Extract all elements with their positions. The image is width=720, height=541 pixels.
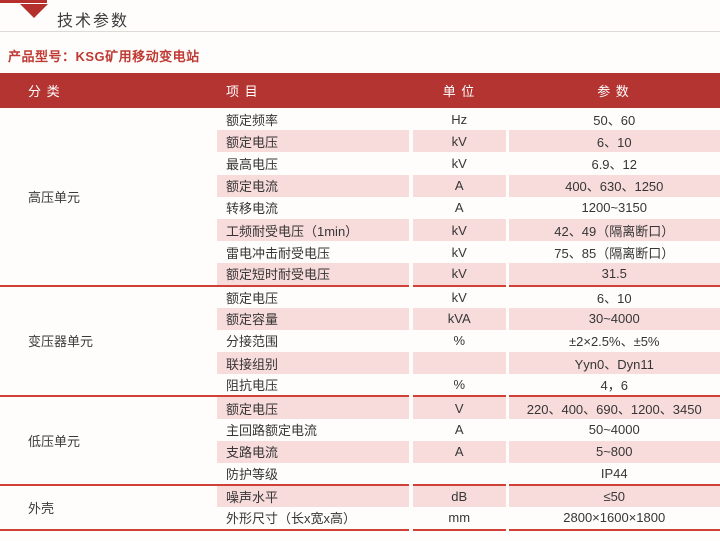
unit-cell: dB xyxy=(409,485,507,508)
table-row: 额定电压 kV 6、10 xyxy=(0,130,720,153)
unit-cell: % xyxy=(409,329,507,353)
category-cell: 高压单元 xyxy=(28,189,81,205)
unit-cell: kV xyxy=(409,130,507,153)
value-cell: 4，6 xyxy=(505,374,720,397)
category-cell: 外壳 xyxy=(28,500,55,516)
table-row: 分接范围 % ±2×2.5%、±5% xyxy=(0,329,720,353)
table-row: 支路电流 A 5~800 xyxy=(0,440,720,463)
unit-cell: % xyxy=(409,374,507,397)
value-cell: ±2×2.5%、±5% xyxy=(505,329,720,353)
unit-cell: Hz xyxy=(409,108,507,131)
header-item: 项 目 xyxy=(217,73,411,108)
item-cell: 最高电压 xyxy=(226,156,279,172)
table-row: 转移电流 A 1200~3150 xyxy=(0,196,720,219)
table-row: 防护等级 IP44 xyxy=(0,463,720,486)
value-cell: 42、49（隔离断口） xyxy=(505,218,720,242)
value-cell: IP44 xyxy=(505,463,720,486)
table-header-row: 分 类 项 目 单 位 参 数 xyxy=(0,73,720,108)
table-row: 变压器单元 额定电压 kV 6、10 xyxy=(0,285,720,349)
value-cell: 6.9、12 xyxy=(505,152,720,175)
unit-cell: mm xyxy=(409,507,507,530)
table-row: 外形尺寸（长x宽x高） mm 2800×1600×1800 xyxy=(0,507,720,530)
value-cell: 1200~3150 xyxy=(505,196,720,219)
value-cell: 2800×1600×1800 xyxy=(505,507,720,530)
top-accent-line xyxy=(0,0,47,3)
table-row: 额定容量 kVA 30~4000 xyxy=(0,307,720,330)
item-cell: 额定电压 xyxy=(226,290,279,306)
value-cell: 75、85（隔离断口） xyxy=(505,241,720,264)
product-model-label: 产品型号：KSG矿用移动变电站 xyxy=(8,49,200,64)
value-cell: 400、630、1250 xyxy=(505,174,720,197)
value-cell: 220、400、690、1200、3450 xyxy=(505,396,720,419)
table-row: 雷电冲击耐受电压 kV 75、85（隔离断口） xyxy=(0,241,720,264)
item-cell: 联接组别 xyxy=(217,352,411,375)
value-cell: 31.5 xyxy=(505,263,720,286)
unit-cell xyxy=(409,463,507,486)
item-cell: 雷电冲击耐受电压 xyxy=(226,245,331,261)
value-cell: 30~4000 xyxy=(505,307,720,330)
unit-cell: A xyxy=(409,174,507,197)
unit-cell: kV xyxy=(409,241,507,264)
value-cell: 5~800 xyxy=(505,440,720,463)
unit-cell: kV xyxy=(409,263,507,286)
item-cell: 防护等级 xyxy=(226,467,279,483)
unit-cell xyxy=(409,352,507,375)
title-divider xyxy=(0,31,720,32)
item-cell: 工频耐受电压（1min） xyxy=(217,218,411,242)
item-cell: 分接范围 xyxy=(226,334,279,350)
value-cell: 6、10 xyxy=(505,285,720,308)
item-cell: 阻抗电压 xyxy=(226,378,279,394)
header-category: 分 类 xyxy=(0,73,217,108)
item-cell: 支路电流 xyxy=(217,440,411,463)
item-cell: 额定短时耐受电压 xyxy=(217,263,411,286)
page-title: 技术参数 xyxy=(57,13,130,30)
table-row: 额定短时耐受电压 kV 31.5 xyxy=(0,263,720,286)
table-row: 额定电流 A 400、630、1250 xyxy=(0,174,720,197)
table-row: 阻抗电压 % 4，6 xyxy=(0,374,720,397)
item-cell: 转移电流 xyxy=(226,201,279,217)
item-cell: 额定电压 xyxy=(217,396,411,419)
item-cell: 噪声水平 xyxy=(217,485,411,508)
item-cell: 外形尺寸（长x宽x高） xyxy=(226,511,357,527)
section-transformer-unit: 变压器单元 额定电压 kV 6、10 额定容量 kVA 30~4000 分接范围… xyxy=(0,285,720,397)
table-row: 工频耐受电压（1min） kV 42、49（隔离断口） xyxy=(0,218,720,242)
spec-table: 分 类 项 目 单 位 参 数 高压单元 额定频率 Hz 50、60 额定电压 … xyxy=(0,73,720,531)
category-cell: 低压单元 xyxy=(28,434,81,450)
header-unit: 单 位 xyxy=(411,73,507,108)
item-cell: 额定容量 xyxy=(217,307,411,330)
unit-cell: kV xyxy=(409,285,507,308)
header-param: 参 数 xyxy=(507,73,720,108)
table-row: 高压单元 额定频率 Hz 50、60 xyxy=(0,108,720,205)
section-enclosure: 外壳 噪声水平 dB ≤50 外形尺寸（长x宽x高） mm 2800×1600×… xyxy=(0,485,720,530)
value-cell: 50~4000 xyxy=(505,418,720,441)
table-row: 联接组别 Yyn0、Dyn11 xyxy=(0,352,720,375)
section-high-voltage-unit: 高压单元 额定频率 Hz 50、60 额定电压 kV 6、10 最高电压 kV … xyxy=(0,108,720,286)
item-cell: 额定电压 xyxy=(217,130,411,153)
unit-cell: A xyxy=(409,440,507,463)
table-header: 分 类 项 目 单 位 参 数 xyxy=(0,73,720,108)
unit-cell: A xyxy=(409,418,507,441)
unit-cell: kV xyxy=(409,152,507,175)
section-low-voltage-unit: 低压单元 额定电压 V 220、400、690、1200、3450 主回路额定电… xyxy=(0,396,720,486)
table-row: 最高电压 kV 6.9、12 xyxy=(0,152,720,175)
category-cell: 变压器单元 xyxy=(28,334,94,350)
table-row: 主回路额定电流 A 50~4000 xyxy=(0,418,720,441)
unit-cell: kVA xyxy=(409,307,507,330)
unit-cell: V xyxy=(409,396,507,419)
table-row: 低压单元 额定电压 V 220、400、690、1200、3450 xyxy=(0,396,720,449)
item-cell: 额定电流 xyxy=(217,174,411,197)
item-cell: 额定频率 xyxy=(226,112,279,128)
value-cell: 50、60 xyxy=(505,108,720,131)
table-row: 外壳 噪声水平 dB ≤50 xyxy=(0,485,720,516)
item-cell: 主回路额定电流 xyxy=(226,423,318,439)
unit-cell: kV xyxy=(409,218,507,242)
value-cell: 6、10 xyxy=(505,130,720,153)
triangle-down-icon xyxy=(20,4,48,18)
unit-cell: A xyxy=(409,196,507,219)
value-cell: Yyn0、Dyn11 xyxy=(505,352,720,375)
value-cell: ≤50 xyxy=(505,485,720,508)
